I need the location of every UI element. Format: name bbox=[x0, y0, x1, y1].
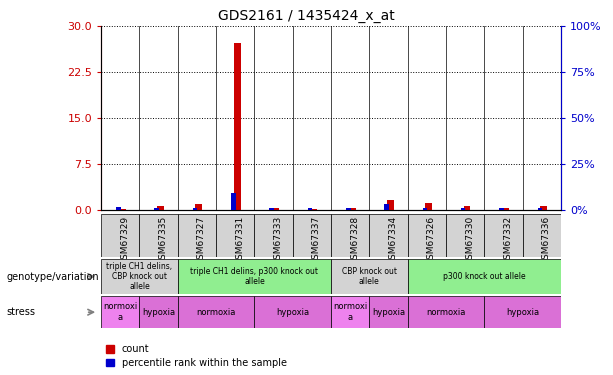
Text: p300 knock out allele: p300 knock out allele bbox=[443, 272, 525, 281]
Bar bbox=[408, 214, 446, 257]
Text: triple CH1 delins, p300 knock out
allele: triple CH1 delins, p300 knock out allele bbox=[191, 267, 318, 286]
Text: triple CH1 delins,
CBP knock out
allele: triple CH1 delins, CBP knock out allele bbox=[107, 262, 172, 291]
Text: GSM67334: GSM67334 bbox=[389, 216, 397, 265]
Bar bbox=[522, 214, 561, 257]
Bar bbox=[140, 296, 178, 328]
Bar bbox=[484, 214, 522, 257]
Text: GSM67328: GSM67328 bbox=[350, 216, 359, 265]
Bar bbox=[346, 209, 351, 210]
Text: GSM67335: GSM67335 bbox=[159, 216, 167, 265]
Text: stress: stress bbox=[6, 307, 35, 317]
Text: GDS2161 / 1435424_x_at: GDS2161 / 1435424_x_at bbox=[218, 9, 395, 23]
Bar bbox=[196, 204, 202, 210]
Legend: count, percentile rank within the sample: count, percentile rank within the sample bbox=[106, 344, 286, 368]
Bar bbox=[192, 209, 197, 210]
Bar bbox=[157, 206, 164, 210]
Text: GSM67332: GSM67332 bbox=[503, 216, 512, 265]
Text: hypoxia: hypoxia bbox=[372, 308, 405, 316]
Bar bbox=[178, 214, 216, 257]
Bar bbox=[446, 214, 484, 257]
Bar bbox=[331, 296, 369, 328]
Text: normoxia: normoxia bbox=[196, 308, 236, 316]
Text: CBP knock out
allele: CBP knock out allele bbox=[342, 267, 397, 286]
Bar bbox=[308, 209, 312, 210]
Text: GSM67329: GSM67329 bbox=[120, 216, 129, 265]
Bar bbox=[234, 44, 241, 210]
Bar bbox=[349, 207, 356, 210]
Text: normoxi
a: normoxi a bbox=[103, 303, 137, 322]
Bar bbox=[384, 204, 389, 210]
Text: GSM67327: GSM67327 bbox=[197, 216, 206, 265]
Text: hypoxia: hypoxia bbox=[506, 308, 539, 316]
Bar bbox=[408, 296, 484, 328]
Bar bbox=[254, 214, 293, 257]
Bar bbox=[101, 259, 178, 294]
Bar bbox=[231, 194, 235, 210]
Bar bbox=[387, 200, 394, 210]
Bar bbox=[425, 203, 432, 210]
Bar bbox=[461, 209, 465, 210]
Text: GSM67333: GSM67333 bbox=[273, 216, 283, 265]
Bar bbox=[101, 296, 140, 328]
Bar bbox=[463, 206, 471, 210]
Bar bbox=[408, 259, 561, 294]
Bar bbox=[272, 207, 279, 210]
Bar bbox=[310, 209, 318, 210]
Bar bbox=[178, 296, 254, 328]
Bar bbox=[101, 214, 140, 257]
Text: GSM67330: GSM67330 bbox=[465, 216, 474, 265]
Bar bbox=[140, 214, 178, 257]
Bar bbox=[369, 296, 408, 328]
Bar bbox=[116, 207, 121, 210]
Bar bbox=[484, 296, 561, 328]
Text: GSM67326: GSM67326 bbox=[427, 216, 436, 265]
Text: GSM67331: GSM67331 bbox=[235, 216, 244, 265]
Text: hypoxia: hypoxia bbox=[276, 308, 310, 316]
Bar bbox=[538, 209, 542, 210]
Text: hypoxia: hypoxia bbox=[142, 308, 175, 316]
Text: normoxia: normoxia bbox=[426, 308, 466, 316]
Bar bbox=[331, 259, 408, 294]
Bar bbox=[540, 206, 547, 210]
Bar bbox=[422, 209, 427, 210]
Bar bbox=[499, 209, 504, 210]
Bar bbox=[369, 214, 408, 257]
Bar bbox=[502, 209, 509, 210]
Bar bbox=[254, 296, 331, 328]
Text: genotype/variation: genotype/variation bbox=[6, 272, 99, 282]
Text: normoxi
a: normoxi a bbox=[333, 303, 367, 322]
Bar bbox=[154, 209, 159, 210]
Bar bbox=[216, 214, 254, 257]
Bar bbox=[293, 214, 331, 257]
Bar bbox=[331, 214, 369, 257]
Bar bbox=[178, 259, 331, 294]
Text: GSM67336: GSM67336 bbox=[542, 216, 550, 265]
Text: GSM67337: GSM67337 bbox=[312, 216, 321, 265]
Bar bbox=[119, 209, 126, 210]
Bar bbox=[269, 209, 274, 210]
